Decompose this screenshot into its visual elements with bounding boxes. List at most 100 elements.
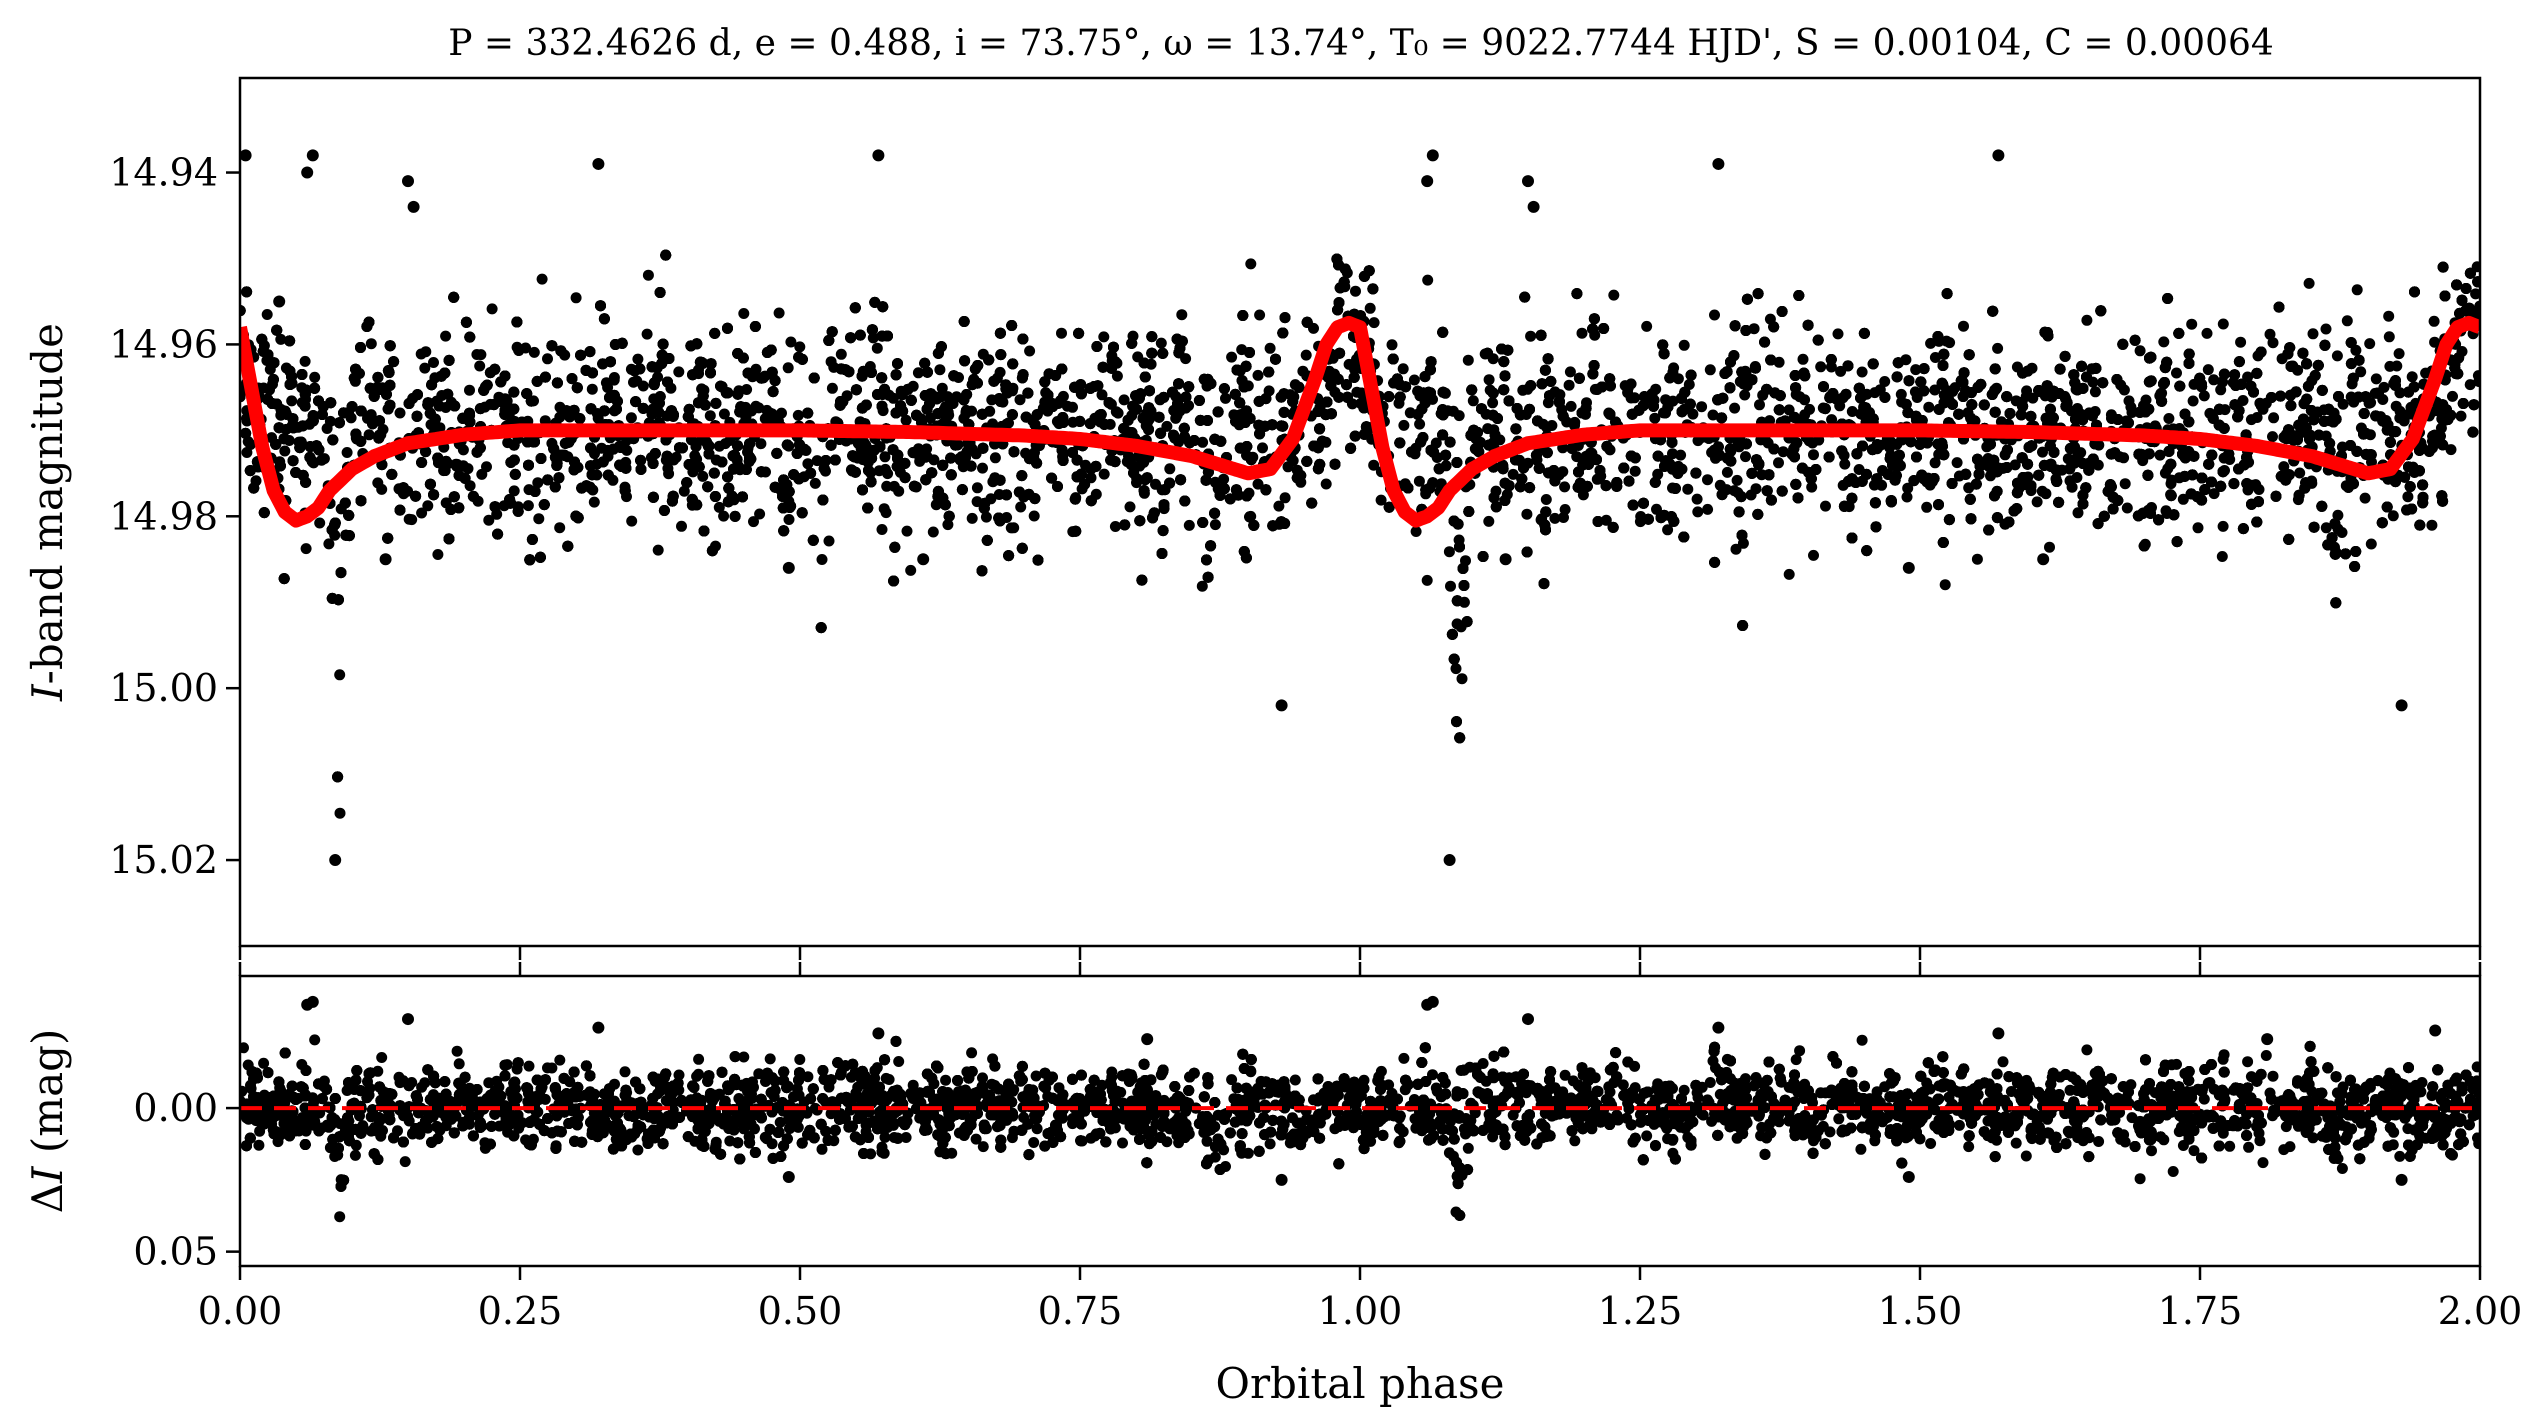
data-point <box>462 463 474 475</box>
data-point <box>1729 402 1741 414</box>
data-point <box>1691 493 1703 505</box>
data-point <box>1714 479 1726 491</box>
data-point <box>536 273 548 285</box>
data-point <box>533 513 545 525</box>
data-point <box>642 269 654 281</box>
data-point <box>1252 369 1264 381</box>
data-point <box>754 508 766 520</box>
data-point <box>341 447 353 458</box>
data-point <box>2428 315 2440 327</box>
data-point <box>2355 366 2367 378</box>
data-point <box>718 510 730 522</box>
data-point <box>1832 328 1844 340</box>
data-point <box>1028 510 1040 522</box>
data-point <box>2154 449 2166 461</box>
data-point <box>372 477 384 489</box>
data-point <box>321 423 333 434</box>
data-point <box>1398 419 1410 431</box>
data-point <box>2163 413 2175 424</box>
data-point <box>2384 360 2396 372</box>
data-point <box>1692 506 1704 518</box>
data-point <box>879 451 891 463</box>
data-point <box>887 392 899 404</box>
data-point <box>2383 310 2395 322</box>
data-point <box>871 342 883 354</box>
data-point <box>2393 348 2405 360</box>
data-point <box>1808 549 1819 561</box>
data-point <box>792 409 804 421</box>
data-point <box>422 500 434 512</box>
data-point <box>2336 527 2348 538</box>
data-point <box>713 501 725 513</box>
data-point <box>1226 351 1238 363</box>
data-point <box>464 384 475 396</box>
data-point <box>1754 399 1765 411</box>
data-point <box>334 807 346 819</box>
data-point <box>748 516 759 528</box>
data-point <box>1564 366 1576 378</box>
data-point <box>2158 336 2170 348</box>
data-point <box>1721 466 1733 478</box>
top-data-points <box>240 149 2480 867</box>
data-point <box>1569 420 1580 431</box>
data-point <box>2237 395 2249 406</box>
data-point <box>1386 339 1398 351</box>
data-point <box>1300 349 1312 361</box>
data-point <box>1571 451 1583 463</box>
data-point <box>419 362 431 374</box>
data-point <box>1413 475 1425 487</box>
data-point <box>1414 418 1426 430</box>
data-point <box>1667 448 1678 460</box>
data-point <box>1482 423 1494 435</box>
data-point <box>586 383 598 395</box>
data-point <box>1563 379 1575 391</box>
data-point <box>2081 314 2093 326</box>
data-point <box>1921 501 1933 513</box>
data-point <box>881 480 893 492</box>
data-point <box>652 544 664 556</box>
data-point <box>625 412 637 424</box>
data-point <box>432 549 444 560</box>
data-point <box>1155 337 1167 349</box>
data-point <box>1467 395 1479 407</box>
data-point <box>245 439 256 450</box>
data-point <box>1197 436 1209 448</box>
data-point <box>942 519 954 531</box>
data-point <box>474 360 486 372</box>
data-point <box>2470 288 2480 300</box>
data-point <box>1525 330 1537 342</box>
data-point <box>1098 468 1110 480</box>
data-point <box>1320 478 1332 490</box>
data-point <box>2253 484 2265 495</box>
data-point <box>2351 284 2363 296</box>
data-point <box>1576 327 1588 339</box>
data-point <box>2320 522 2332 534</box>
data-point <box>1925 337 1937 349</box>
data-point <box>2202 364 2214 376</box>
data-point <box>1794 391 1806 403</box>
data-point <box>483 514 495 526</box>
data-point <box>2119 478 2131 490</box>
data-point <box>394 407 406 419</box>
data-point <box>1517 384 1529 396</box>
data-point <box>1245 258 1257 270</box>
data-point <box>2267 337 2279 349</box>
data-point <box>2009 459 2021 471</box>
data-point <box>2044 541 2055 553</box>
data-point <box>1826 414 1838 426</box>
data-point <box>980 511 992 523</box>
data-point <box>2365 538 2377 550</box>
data-point <box>1808 449 1819 461</box>
data-point <box>1939 579 1951 591</box>
data-point <box>1846 406 1858 417</box>
data-point <box>314 517 326 529</box>
data-point <box>1678 339 1690 351</box>
data-point <box>2072 507 2084 519</box>
data-point <box>2303 277 2315 289</box>
data-point <box>1080 459 1091 471</box>
data-point <box>1704 364 1716 376</box>
data-point <box>2071 472 2083 483</box>
data-point <box>2359 492 2371 504</box>
data-point <box>755 438 767 450</box>
data-point <box>1540 494 1552 505</box>
